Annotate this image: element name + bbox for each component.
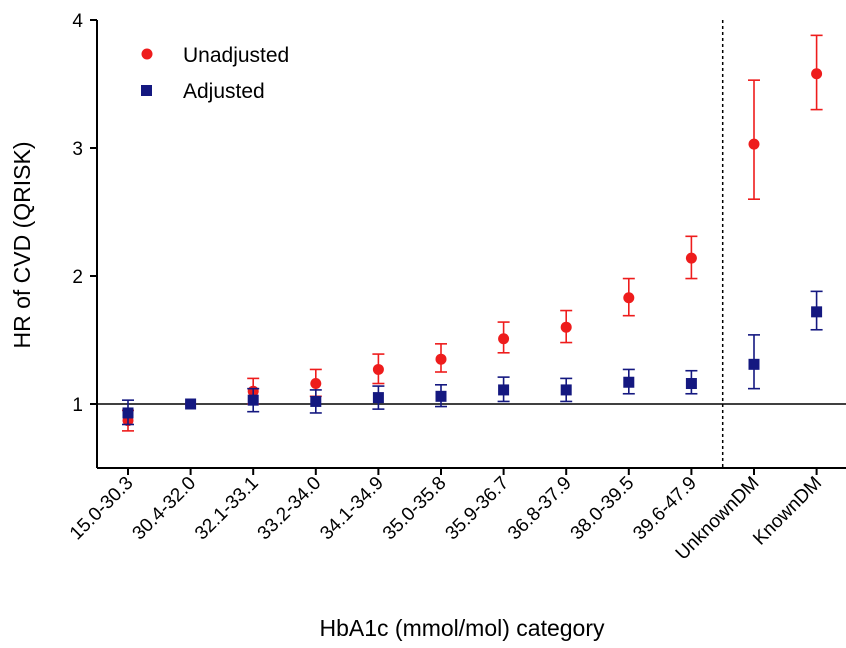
adjusted-point — [310, 395, 322, 407]
series-adjusted — [122, 290, 823, 426]
y-axis-ticks: 1 2 3 4 — [72, 11, 97, 416]
adjusted-point — [748, 358, 760, 370]
x-tick-label: KnownDM — [749, 473, 826, 550]
x-tick-label: 32.1-33.1 — [191, 473, 263, 545]
adjusted-point — [247, 394, 259, 406]
y-tick-label: 2 — [72, 267, 83, 288]
adjusted-point — [122, 407, 134, 419]
legend-label-adjusted: Adjusted — [183, 80, 265, 103]
y-tick-label: 3 — [72, 139, 83, 160]
x-axis-ticks: 15.0-30.330.4-32.032.1-33.133.2-34.034.1… — [66, 468, 826, 564]
legend-marker-unadjusted — [141, 48, 153, 60]
x-tick-label: 30.4-32.0 — [129, 473, 201, 545]
x-axis-title: HbA1c (mmol/mol) category — [319, 615, 605, 641]
y-tick-label: 1 — [72, 395, 83, 416]
series-layer — [122, 34, 823, 432]
unadjusted-point — [435, 353, 447, 365]
x-tick-label: 35.9-36.7 — [442, 473, 514, 545]
legend: Unadjusted Adjusted — [141, 44, 289, 103]
y-axis-title: HR of CVD (QRISK) — [9, 141, 35, 348]
unadjusted-point — [560, 321, 572, 333]
x-tick-label: 36.8-37.9 — [504, 473, 576, 545]
unadjusted-point — [811, 68, 823, 80]
unadjusted-point — [372, 363, 384, 375]
adjusted-point — [685, 378, 697, 390]
adjusted-point — [372, 392, 384, 404]
plot-frame — [96, 20, 846, 469]
x-tick-label: 38.0-39.5 — [567, 473, 639, 545]
x-tick-label: 33.2-34.0 — [254, 473, 326, 545]
adjusted-point — [498, 384, 510, 396]
adjusted-point — [560, 384, 572, 396]
unadjusted-point — [685, 252, 697, 264]
unadjusted-point — [748, 138, 760, 150]
adjusted-point — [811, 306, 823, 318]
adjusted-point — [185, 398, 197, 410]
legend-label-unadjusted: Unadjusted — [183, 44, 289, 67]
unadjusted-point — [498, 333, 510, 345]
y-tick-label: 4 — [72, 11, 83, 32]
unadjusted-point — [310, 378, 322, 390]
unadjusted-point — [623, 292, 635, 304]
adjusted-point — [435, 390, 447, 402]
x-tick-label: 35.0-35.8 — [379, 473, 451, 545]
x-tick-label: 15.0-30.3 — [66, 473, 138, 545]
x-tick-label: 34.1-34.9 — [316, 473, 388, 545]
legend-marker-adjusted — [141, 85, 152, 96]
adjusted-point — [623, 376, 635, 388]
